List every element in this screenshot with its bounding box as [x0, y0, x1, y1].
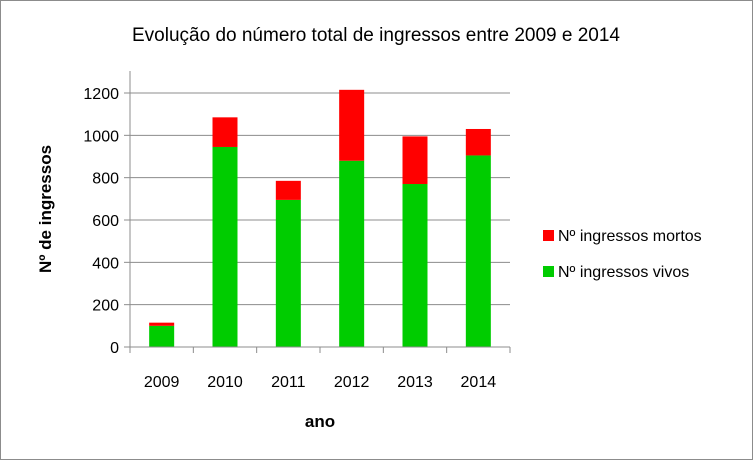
- bar-vivos-2013: [402, 184, 428, 347]
- x-axis-label: ano: [305, 412, 335, 431]
- bar-vivos-2010: [212, 146, 238, 347]
- bar-mortos-2009: [149, 322, 175, 326]
- bar-mortos-2014: [465, 128, 491, 156]
- y-tick-label: 1200: [83, 86, 119, 103]
- x-tick-label: 2014: [461, 374, 497, 391]
- bar-vivos-2012: [339, 160, 365, 347]
- x-tick-label: 2010: [207, 374, 243, 391]
- legend-swatch: [543, 230, 554, 241]
- bar-vivos-2014: [465, 155, 491, 347]
- legend-swatch: [543, 266, 554, 277]
- x-tick-label: 2013: [397, 374, 433, 391]
- bars: [149, 89, 491, 347]
- legend: Nº ingressos mortos Nº ingressos vivos: [543, 228, 702, 281]
- axes: 0 200 400 600 800 1000 1200 2009 2010 2011 2012 201…: [83, 71, 511, 391]
- bar-vivos-2011: [275, 199, 301, 347]
- legend-label: Nº ingressos vivos: [558, 264, 689, 281]
- bar-mortos-2012: [339, 89, 365, 161]
- y-tick-label: 400: [92, 255, 119, 272]
- legend-label: Nº ingressos mortos: [558, 228, 702, 245]
- bar-mortos-2010: [212, 117, 238, 147]
- y-tick-label: 1000: [83, 128, 119, 145]
- y-tick-label: 600: [92, 213, 119, 230]
- x-tick-label: 2012: [334, 374, 370, 391]
- y-tick-label: 800: [92, 171, 119, 188]
- bar-mortos-2011: [275, 180, 301, 200]
- y-tick-label: 0: [110, 340, 119, 357]
- x-tick-label: 2011: [271, 374, 306, 391]
- bar-mortos-2013: [402, 136, 428, 185]
- x-tick-label: 2009: [144, 374, 180, 391]
- bar-vivos-2009: [149, 325, 175, 347]
- gridlines: [130, 92, 510, 306]
- y-axis-label: Nº de ingressos: [36, 145, 55, 273]
- y-tick-label: 200: [92, 298, 119, 315]
- chart-title: Evolução do número total de ingressos en…: [132, 25, 620, 46]
